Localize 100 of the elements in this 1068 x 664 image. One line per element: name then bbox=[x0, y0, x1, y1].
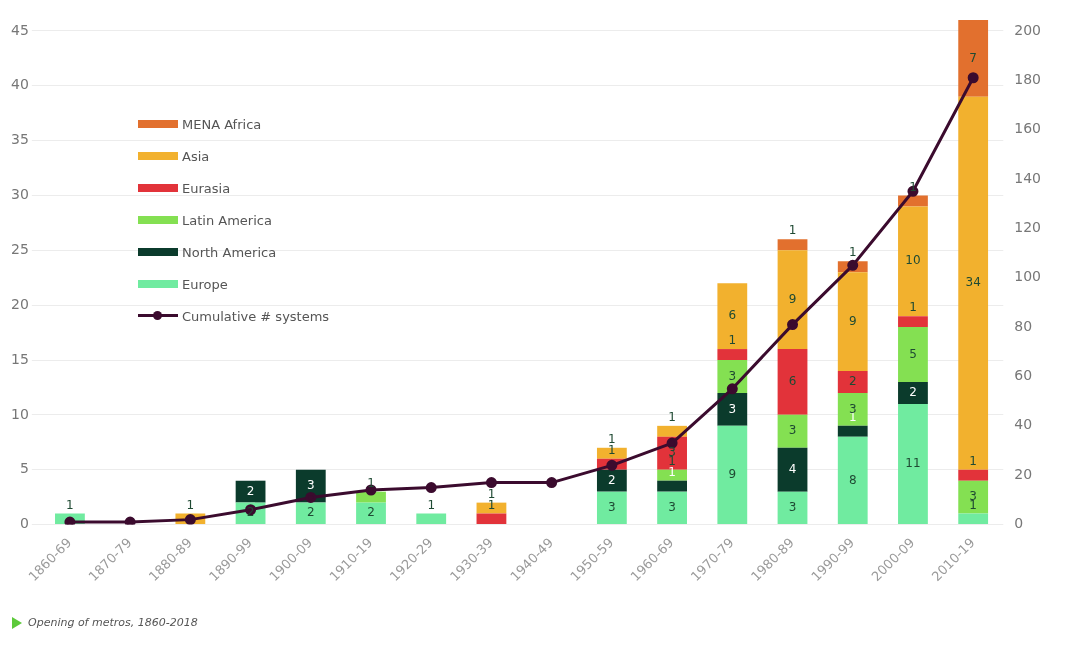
y2-tick-label: 120 bbox=[1014, 218, 1042, 235]
data-label: 1 bbox=[848, 245, 857, 260]
data-label: 1 bbox=[668, 464, 676, 479]
bar bbox=[898, 316, 928, 328]
bar bbox=[717, 349, 748, 361]
bar bbox=[958, 480, 989, 514]
data-label: 4 bbox=[788, 461, 797, 476]
y-tick-label: 25 bbox=[10, 240, 29, 257]
point bbox=[546, 477, 558, 489]
y2-tick-label: 80 bbox=[1014, 317, 1033, 334]
data-label: 1 bbox=[909, 300, 917, 315]
y-tick-label: 5 bbox=[19, 460, 29, 477]
y-tick-label: 45 bbox=[10, 21, 29, 38]
legend-label: Europe bbox=[182, 276, 228, 292]
data-label: 1 bbox=[487, 486, 496, 501]
bar bbox=[837, 392, 868, 426]
data-label: 1 bbox=[969, 453, 977, 468]
bar bbox=[295, 502, 326, 525]
bar bbox=[958, 513, 989, 525]
bar bbox=[898, 381, 928, 404]
y-tick-label: 35 bbox=[10, 131, 29, 148]
bar bbox=[898, 206, 928, 317]
bar bbox=[596, 469, 627, 492]
data-label: 3 bbox=[788, 423, 797, 438]
data-label: 3 bbox=[728, 401, 737, 416]
y2-tick-label: 180 bbox=[1014, 70, 1042, 87]
y2-tick-label: 0 bbox=[1014, 515, 1024, 532]
y2-tick-label: 40 bbox=[1014, 416, 1033, 433]
bar bbox=[356, 491, 386, 503]
bar bbox=[717, 392, 748, 426]
data-label: 6 bbox=[788, 374, 797, 389]
data-label: 9 bbox=[788, 291, 797, 306]
bar bbox=[777, 447, 808, 492]
data-label: 2 bbox=[608, 472, 616, 487]
data-label: 3 bbox=[306, 478, 315, 493]
data-label: 1 bbox=[66, 497, 74, 512]
data-label: 7 bbox=[969, 50, 977, 65]
data-label: 8 bbox=[848, 472, 857, 487]
data-label: 10 bbox=[905, 253, 921, 268]
data-label: 11 bbox=[905, 456, 921, 471]
y-tick-label: 40 bbox=[10, 76, 29, 93]
legend-label: Asia bbox=[182, 148, 210, 164]
bar bbox=[958, 96, 989, 470]
y2-tick-label: 100 bbox=[1014, 268, 1042, 285]
point bbox=[726, 383, 738, 395]
data-label: 9 bbox=[728, 467, 737, 482]
data-label: 2 bbox=[367, 505, 375, 520]
data-label: 2 bbox=[848, 374, 857, 389]
data-label: 3 bbox=[788, 499, 797, 514]
text: Opening of metros, 1860-2018 bbox=[28, 616, 198, 629]
data-label: 5 bbox=[909, 346, 917, 361]
point bbox=[606, 459, 618, 471]
point bbox=[485, 477, 497, 489]
legend-label: Eurasia bbox=[182, 180, 231, 196]
y-tick-label: 15 bbox=[10, 350, 29, 367]
y-tick-label: 20 bbox=[10, 295, 29, 312]
bar bbox=[717, 283, 748, 350]
point bbox=[847, 259, 859, 271]
data-label: 1 bbox=[788, 223, 797, 238]
point bbox=[64, 516, 76, 525]
data-label: 1 bbox=[608, 431, 616, 446]
bar bbox=[837, 425, 868, 437]
point bbox=[787, 319, 799, 331]
bar bbox=[958, 469, 989, 481]
data-label: 2 bbox=[306, 505, 315, 520]
point bbox=[666, 437, 678, 449]
data-label: 1 bbox=[427, 497, 436, 512]
data-label: 1 bbox=[668, 409, 676, 424]
y2-tick-label: 140 bbox=[1014, 169, 1042, 186]
legend-label: Latin America bbox=[182, 212, 272, 228]
data-label: 6 bbox=[728, 308, 737, 323]
y2-tick-label: 200 bbox=[1014, 21, 1042, 38]
point bbox=[305, 491, 317, 503]
y-tick-label: 0 bbox=[19, 515, 29, 532]
bar bbox=[657, 491, 687, 525]
y-tick-label: 10 bbox=[10, 405, 29, 422]
bar bbox=[777, 250, 808, 350]
y2-tick-label: 60 bbox=[1014, 367, 1033, 384]
bar bbox=[958, 20, 989, 97]
data-label: 3 bbox=[728, 368, 737, 383]
data-label: 1 bbox=[728, 333, 737, 348]
point bbox=[124, 516, 136, 525]
bar bbox=[717, 425, 748, 525]
bar bbox=[657, 480, 687, 492]
data-label: 2 bbox=[246, 483, 255, 498]
data-label: 9 bbox=[848, 313, 857, 328]
y2-tick-label: 20 bbox=[1014, 465, 1033, 482]
y2-tick-label: 160 bbox=[1014, 120, 1042, 137]
legend-label: MENA Africa bbox=[182, 116, 262, 132]
data-label: 1 bbox=[186, 497, 195, 512]
data-label: 34 bbox=[965, 275, 981, 290]
data-label: 3 bbox=[608, 499, 616, 514]
bar bbox=[596, 491, 627, 525]
data-label: 2 bbox=[909, 385, 917, 400]
y-tick-label: 30 bbox=[10, 186, 29, 203]
bar bbox=[235, 480, 266, 503]
bar bbox=[777, 239, 808, 251]
data-label: 3 bbox=[668, 499, 676, 514]
bar bbox=[837, 272, 868, 371]
bar bbox=[777, 349, 808, 415]
